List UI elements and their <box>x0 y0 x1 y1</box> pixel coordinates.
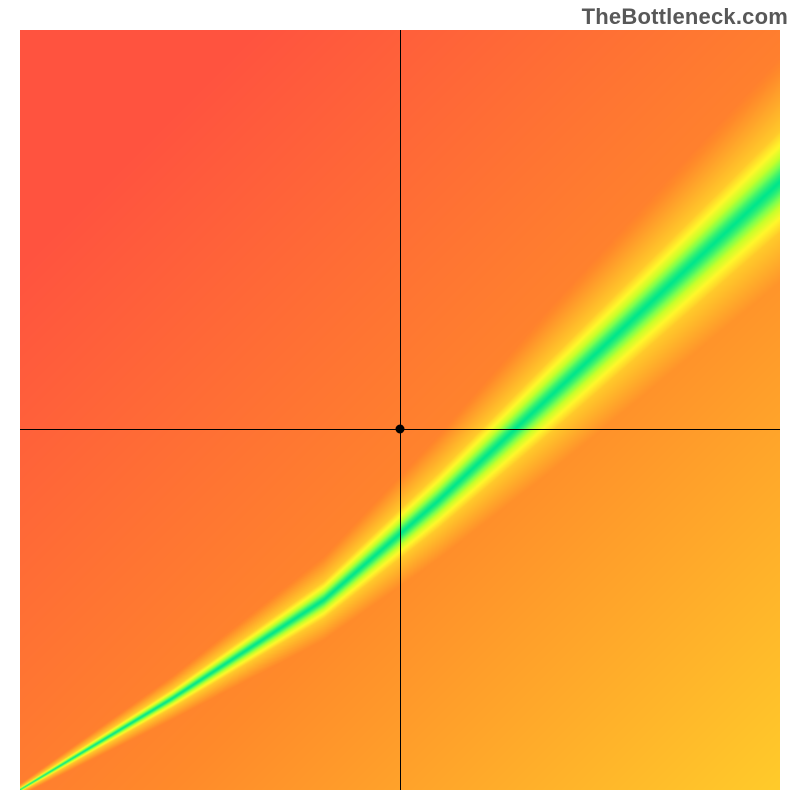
bottleneck-heatmap <box>20 30 780 790</box>
heatmap-canvas <box>20 30 780 790</box>
watermark: TheBottleneck.com <box>582 4 788 30</box>
